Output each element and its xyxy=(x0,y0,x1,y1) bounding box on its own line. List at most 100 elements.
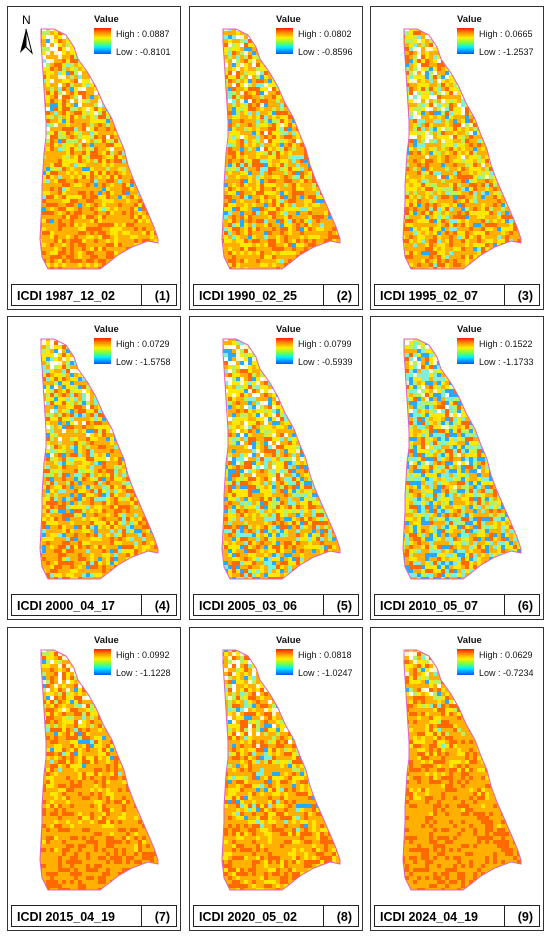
label-divider xyxy=(504,595,505,615)
panel-label: ICDI 2005_03_06 (5) xyxy=(193,594,359,616)
raster-map xyxy=(39,649,159,891)
panel-title: ICDI 2024_04_19 xyxy=(380,910,478,924)
panel-number: (1) xyxy=(154,289,170,303)
legend-low: Low : -0.8101 xyxy=(116,47,171,57)
panel-title: ICDI 1990_02_25 xyxy=(199,289,297,303)
legend-title: Value xyxy=(276,14,301,25)
legend-high: High : 0.0629 xyxy=(479,650,533,660)
panel-number: (2) xyxy=(336,289,352,303)
panel-number: (7) xyxy=(154,910,170,924)
legend-high: High : 0.0802 xyxy=(298,29,352,39)
study-area-boundary xyxy=(402,338,522,580)
raster-map xyxy=(39,28,159,270)
legend-color-ramp xyxy=(94,338,111,364)
map-panel-4: Value High : 0.0729 Low : -1.5758 ICDI 2000… xyxy=(7,316,181,620)
study-area-boundary xyxy=(39,28,159,270)
legend-color-ramp xyxy=(276,338,293,364)
panel-label: ICDI 1990_02_25 (2) xyxy=(193,284,359,306)
legend-title: Value xyxy=(94,635,119,646)
map-panel-2: Value High : 0.0802 Low : -0.8596 ICDI 1990… xyxy=(189,6,363,310)
legend-high: High : 0.0992 xyxy=(116,650,170,660)
legend: Value High : 0.0799 Low : -0.5939 xyxy=(276,325,362,369)
legend-low: Low : -0.8596 xyxy=(298,47,353,57)
panel-title: ICDI 2020_05_02 xyxy=(199,910,297,924)
panel-label: ICDI 1987_12_02 (1) xyxy=(11,284,177,306)
legend-title: Value xyxy=(276,635,301,646)
map-panel-8: Value High : 0.0818 Low : -1.0247 ICDI 2020… xyxy=(189,627,363,931)
study-area-boundary xyxy=(402,649,522,891)
legend-title: Value xyxy=(457,635,482,646)
legend-title: Value xyxy=(276,324,301,335)
legend: Value High : 0.0629 Low : -0.7234 xyxy=(457,636,543,680)
panel-label: ICDI 2000_04_17 (4) xyxy=(11,594,177,616)
legend-color-ramp xyxy=(276,28,293,54)
map-panel-7: Value High : 0.0992 Low : -1.1228 ICDI 2015… xyxy=(7,627,181,931)
panel-number: (8) xyxy=(336,910,352,924)
legend-high: High : 0.0665 xyxy=(479,29,533,39)
label-divider xyxy=(141,285,142,305)
legend-color-ramp xyxy=(457,338,474,364)
label-divider xyxy=(141,906,142,926)
panel-number: (4) xyxy=(154,599,170,613)
panel-number: (3) xyxy=(517,289,533,303)
legend-high: High : 0.0818 xyxy=(298,650,352,660)
legend-color-ramp xyxy=(276,649,293,675)
legend: Value High : 0.1522 Low : -1.1733 xyxy=(457,325,543,369)
panel-title: ICDI 1995_02_07 xyxy=(380,289,478,303)
legend-high: High : 0.0729 xyxy=(116,339,170,349)
map-panel-3: Value High : 0.0665 Low : -1.2537 ICDI 1995… xyxy=(370,6,544,310)
label-divider xyxy=(504,285,505,305)
panel-number: (9) xyxy=(517,910,533,924)
legend-high: High : 0.0887 xyxy=(116,29,170,39)
panel-label: ICDI 2020_05_02 (8) xyxy=(193,905,359,927)
label-divider xyxy=(323,595,324,615)
label-divider xyxy=(323,906,324,926)
legend: Value High : 0.0729 Low : -1.5758 xyxy=(94,325,180,369)
legend: Value High : 0.0887 Low : -0.8101 xyxy=(94,15,180,59)
raster-map xyxy=(402,649,522,891)
panel-title: ICDI 2015_04_19 xyxy=(17,910,115,924)
legend-low: Low : -1.0247 xyxy=(298,668,353,678)
map-panel-6: Value High : 0.1522 Low : -1.1733 ICDI 2010… xyxy=(370,316,544,620)
legend-high: High : 0.0799 xyxy=(298,339,352,349)
raster-map xyxy=(39,338,159,580)
study-area-boundary xyxy=(221,28,341,270)
panel-label: ICDI 2010_05_07 (6) xyxy=(374,594,540,616)
study-area-boundary xyxy=(402,28,522,270)
legend: Value High : 0.0802 Low : -0.8596 xyxy=(276,15,362,59)
legend-color-ramp xyxy=(94,649,111,675)
panel-label: ICDI 2024_04_19 (9) xyxy=(374,905,540,927)
panel-title: ICDI 2000_04_17 xyxy=(17,599,115,613)
legend-low: Low : -1.1733 xyxy=(479,357,534,367)
label-divider xyxy=(504,906,505,926)
legend-low: Low : -1.2537 xyxy=(479,47,534,57)
legend-title: Value xyxy=(457,324,482,335)
raster-map xyxy=(402,28,522,270)
map-panel-5: Value High : 0.0799 Low : -0.5939 ICDI 2005… xyxy=(189,316,363,620)
legend: Value High : 0.0665 Low : -1.2537 xyxy=(457,15,543,59)
panel-label: ICDI 1995_02_07 (3) xyxy=(374,284,540,306)
north-arrow-icon: N xyxy=(20,13,33,55)
panel-label: ICDI 2015_04_19 (7) xyxy=(11,905,177,927)
legend-color-ramp xyxy=(94,28,111,54)
legend-color-ramp xyxy=(457,649,474,675)
legend-title: Value xyxy=(457,14,482,25)
panel-title: ICDI 2010_05_07 xyxy=(380,599,478,613)
label-divider xyxy=(141,595,142,615)
legend-low: Low : -0.7234 xyxy=(479,668,534,678)
map-panel-9: Value High : 0.0629 Low : -0.7234 ICDI 2024… xyxy=(370,627,544,931)
raster-map xyxy=(221,28,341,270)
legend-high: High : 0.1522 xyxy=(479,339,533,349)
legend-low: Low : -1.5758 xyxy=(116,357,171,367)
legend-title: Value xyxy=(94,14,119,25)
study-area-boundary xyxy=(221,338,341,580)
raster-map xyxy=(221,338,341,580)
legend: Value High : 0.0818 Low : -1.0247 xyxy=(276,636,362,680)
panel-title: ICDI 2005_03_06 xyxy=(199,599,297,613)
legend: Value High : 0.0992 Low : -1.1228 xyxy=(94,636,180,680)
legend-color-ramp xyxy=(457,28,474,54)
study-area-boundary xyxy=(39,338,159,580)
panel-number: (6) xyxy=(517,599,533,613)
study-area-boundary xyxy=(221,649,341,891)
legend-low: Low : -1.1228 xyxy=(116,668,171,678)
